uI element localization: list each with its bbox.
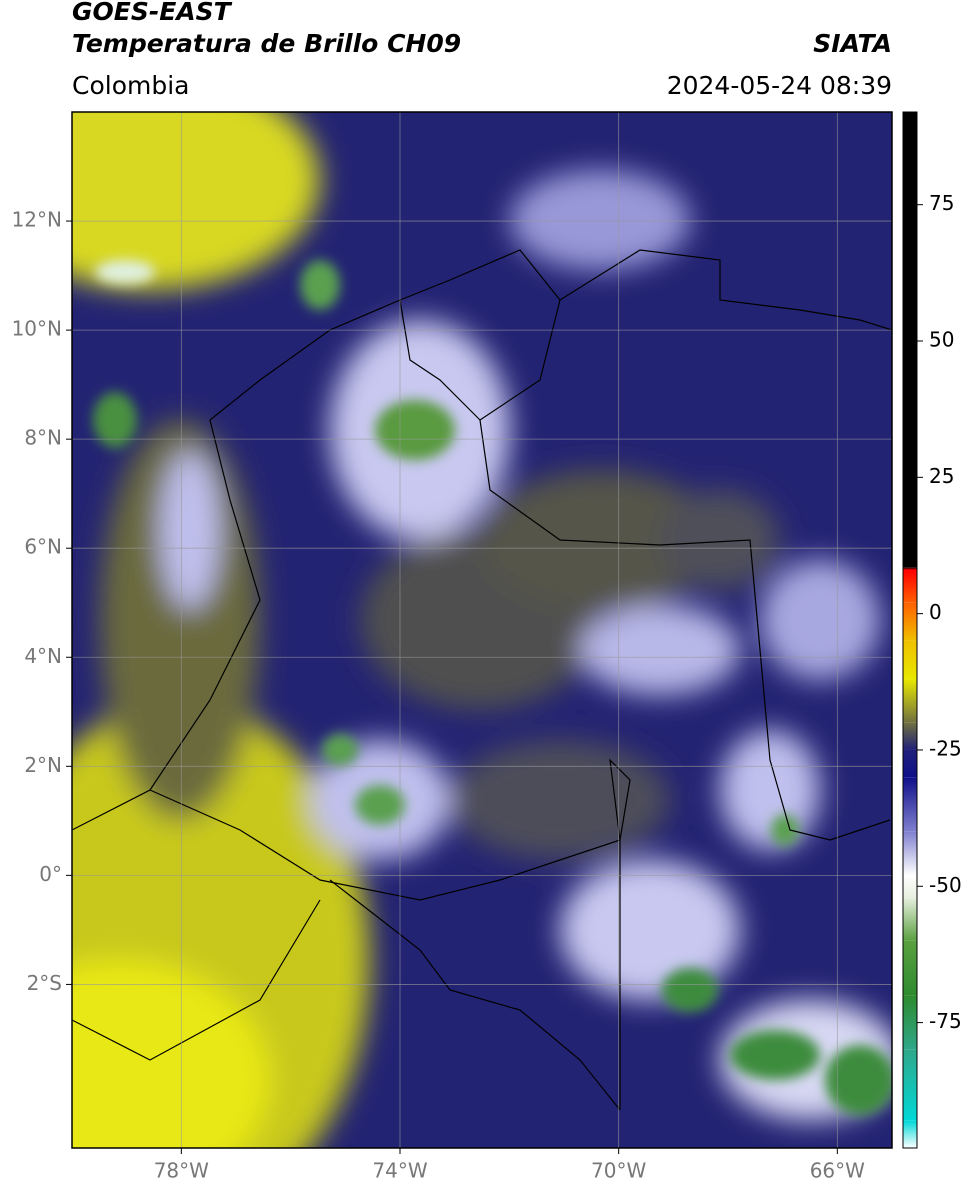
datetime: 2024-05-24 08:39 xyxy=(667,71,892,100)
colorbar-tick-label: -50 xyxy=(929,873,962,897)
colorbar-tick-label: 75 xyxy=(929,191,954,215)
region: Colombia xyxy=(72,71,189,100)
colorbar-tick-label: 50 xyxy=(929,328,954,352)
title: GOES-EAST xyxy=(72,0,233,26)
colorbar-segment xyxy=(903,749,917,778)
colorbar-segment xyxy=(903,940,917,996)
x-tick-label: 74°W xyxy=(372,1159,427,1183)
y-tick-label: 6°N xyxy=(24,535,62,559)
subtitle: Temperatura de Brillo CH09 xyxy=(72,29,461,58)
y-tick-label: 8°N xyxy=(24,426,62,450)
x-tick-label: 70°W xyxy=(591,1159,646,1183)
colorbar-segment xyxy=(903,602,917,641)
colorbar-tick-label: -25 xyxy=(929,736,962,760)
colorbar-segment xyxy=(903,112,917,568)
y-tick-label: 2°N xyxy=(24,753,62,777)
y-tick-label: 4°N xyxy=(24,644,62,668)
colorbar-segment xyxy=(903,1120,917,1148)
colorbar-frame xyxy=(902,111,918,1149)
x-tick-label: 66°W xyxy=(810,1159,865,1183)
colorbar-segment xyxy=(903,640,917,680)
map-frame xyxy=(71,111,893,1149)
y-tick-label: 2°S xyxy=(27,971,62,995)
y-tick-label: 12°N xyxy=(12,208,62,232)
satellite-image xyxy=(72,112,892,1148)
colorbar-segment xyxy=(903,897,917,941)
colorbar-segment xyxy=(903,875,917,898)
colorbar-segment xyxy=(903,777,917,832)
colorbar-tick-label: 25 xyxy=(929,464,954,488)
colorbar-segment xyxy=(903,570,917,603)
source: SIATA xyxy=(813,29,892,58)
colorbar-tick-label: 0 xyxy=(929,600,942,624)
y-tick-label: 0° xyxy=(39,862,62,886)
x-tick-label: 78°W xyxy=(154,1159,209,1183)
colorbar-tick-label: -75 xyxy=(929,1009,962,1033)
colorbar-segment xyxy=(903,567,917,571)
grid xyxy=(66,112,892,1154)
colorbar-segment xyxy=(903,679,917,723)
colorbar xyxy=(903,112,923,1148)
colorbar-segment xyxy=(903,722,917,750)
colorbar-segment xyxy=(903,995,917,1050)
colorbar-segment xyxy=(903,831,917,876)
y-tick-label: 10°N xyxy=(12,317,62,341)
colorbar-segment xyxy=(903,1049,917,1121)
